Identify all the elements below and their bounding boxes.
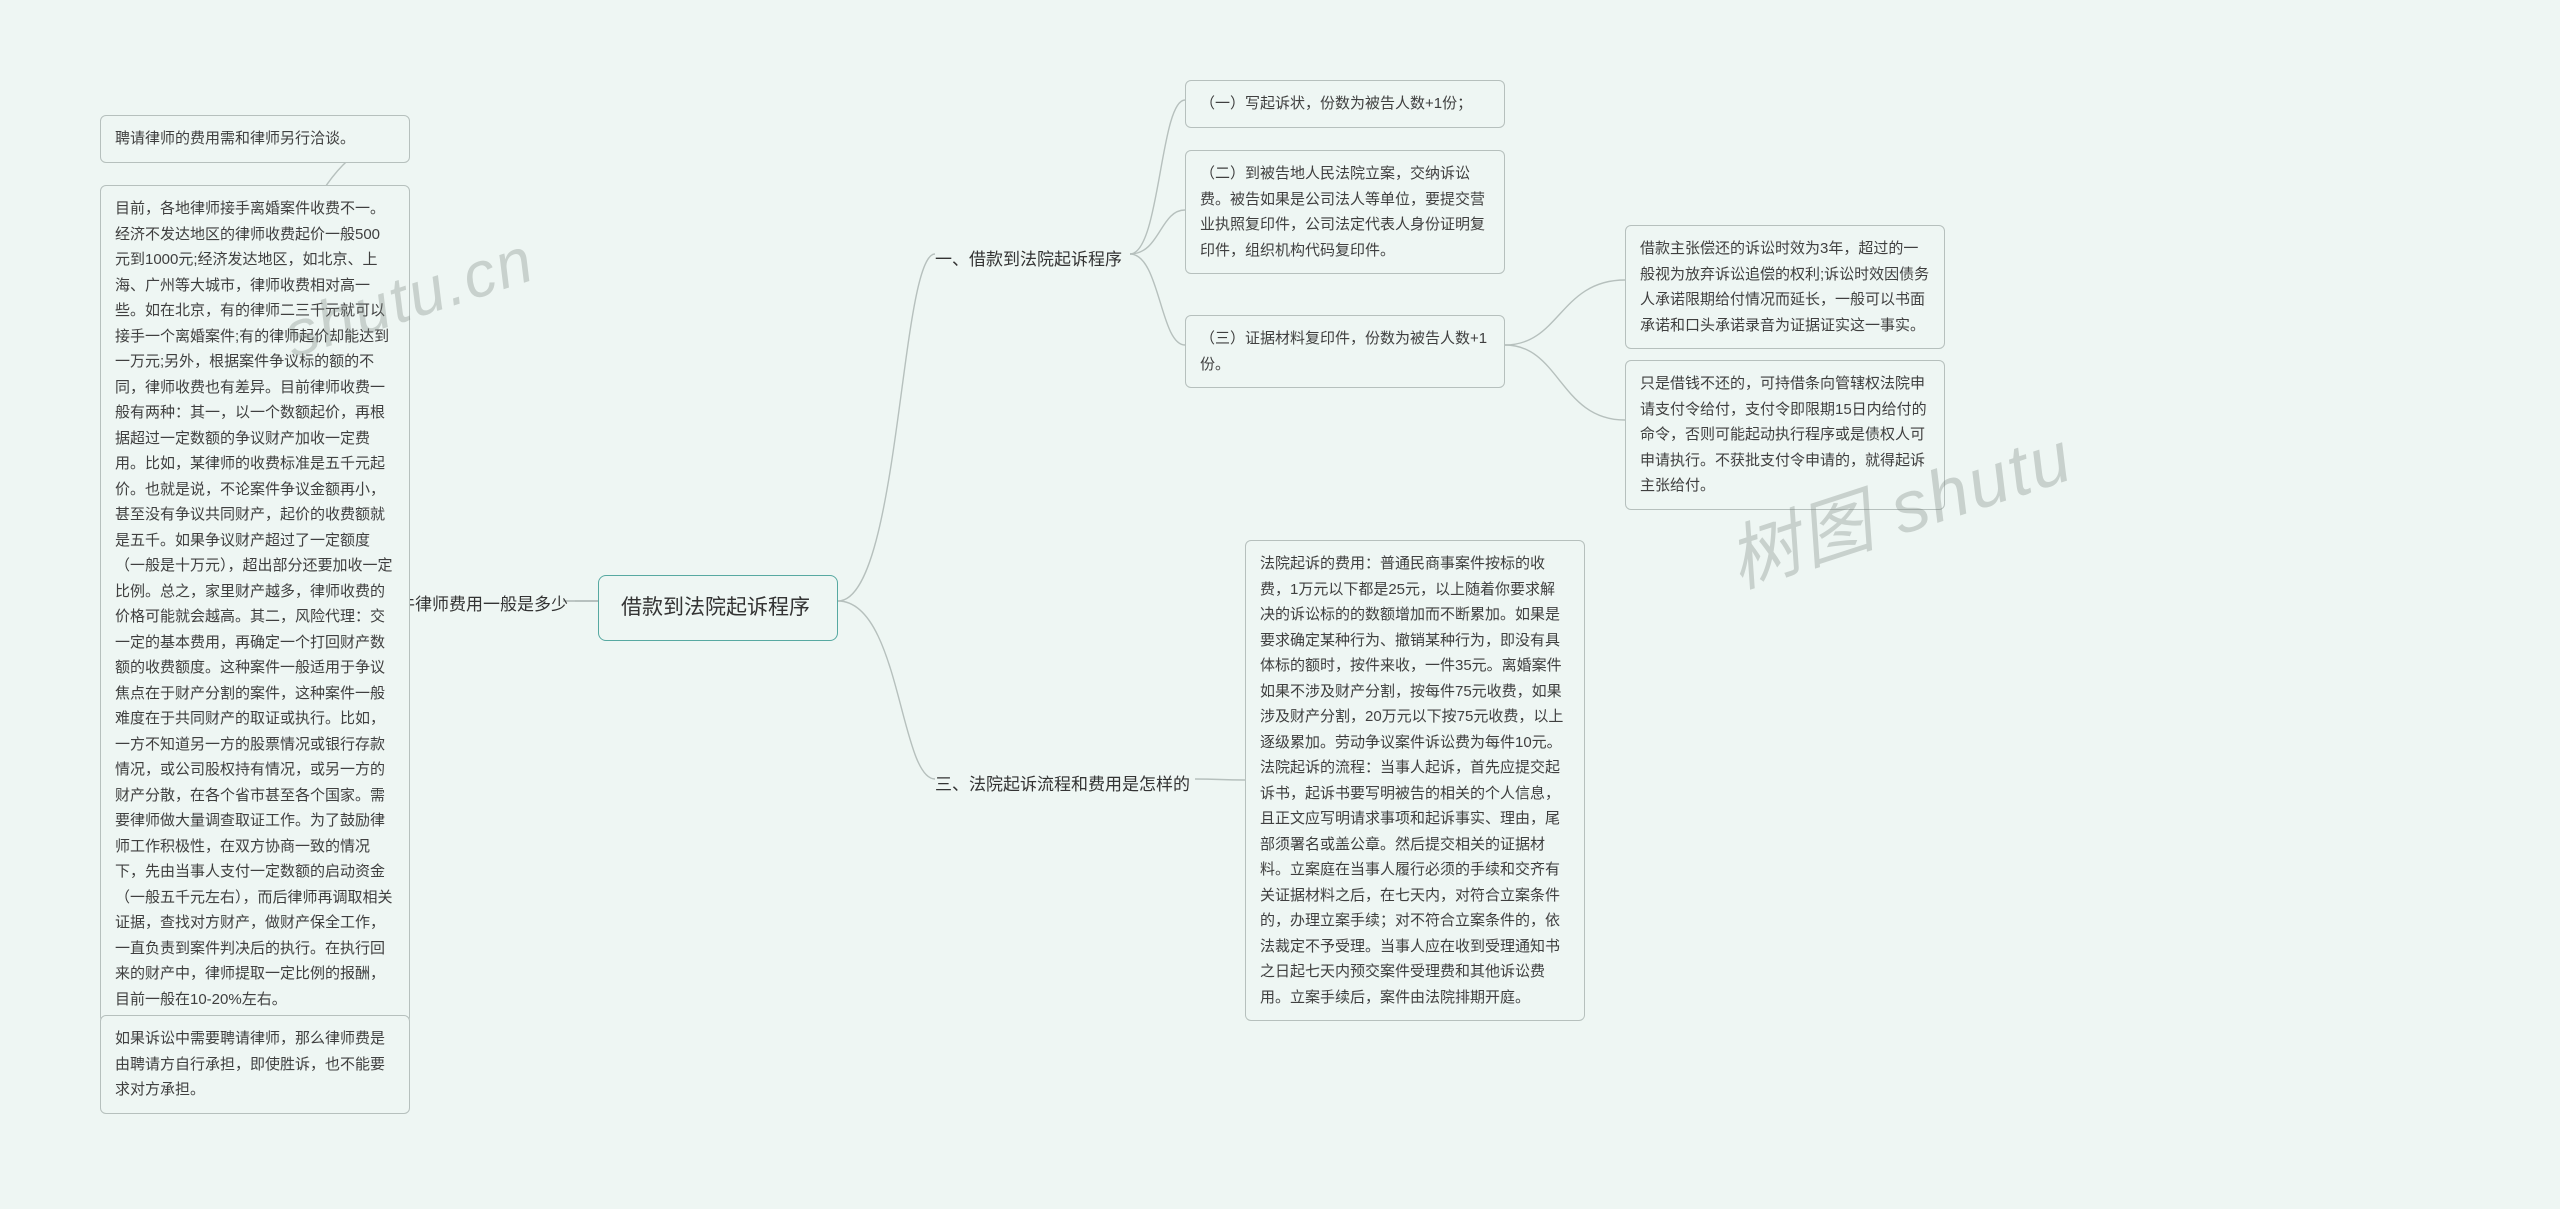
leaf-R1c1: 借款主张偿还的诉讼时效为3年，超过的一般视为放弃诉讼追偿的权利;诉讼时效因债务人… (1625, 225, 1945, 349)
branch-right1-label: 一、借款到法院起诉程序 (935, 245, 1122, 270)
leaf-L1: 聘请律师的费用需和律师另行洽谈。 (100, 115, 410, 163)
root-node: 借款到法院起诉程序 (598, 575, 838, 641)
branch-right3-label: 三、法院起诉流程和费用是怎样的 (935, 770, 1190, 795)
leaf-R1c: （三）证据材料复印件，份数为被告人数+1份。 (1185, 315, 1505, 388)
leaf-L2: 目前，各地律师接手离婚案件收费不一。经济不发达地区的律师收费起价一般500元到1… (100, 185, 410, 1023)
leaf-R1b: （二）到被告地人民法院立案，交纳诉讼费。被告如果是公司法人等单位，要提交营业执照… (1185, 150, 1505, 274)
leaf-R3a: 法院起诉的费用：普通民商事案件按标的收费，1万元以下都是25元，以上随着你要求解… (1245, 540, 1585, 1021)
leaf-L3: 如果诉讼中需要聘请律师，那么律师费是由聘请方自行承担，即使胜诉，也不能要求对方承… (100, 1015, 410, 1114)
leaf-R1a: （一）写起诉状，份数为被告人数+1份； (1185, 80, 1505, 128)
leaf-R1c2: 只是借钱不还的，可持借条向管辖权法院申请支付令给付，支付令即限期15日内给付的命… (1625, 360, 1945, 510)
